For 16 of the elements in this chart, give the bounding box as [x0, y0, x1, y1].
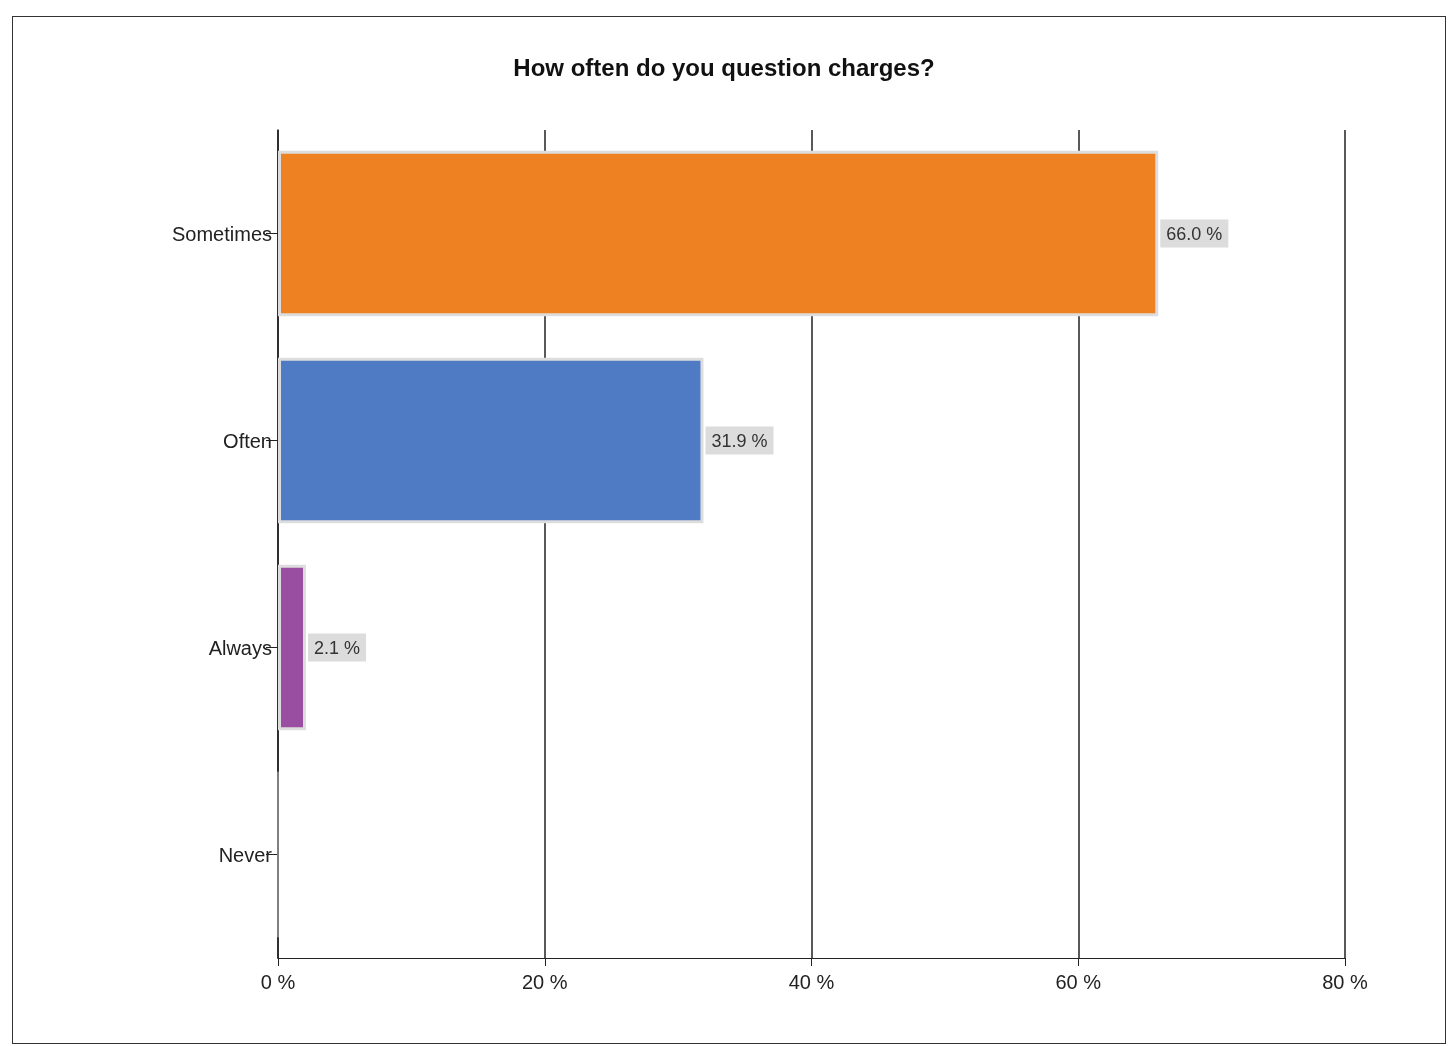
bar: [278, 357, 704, 524]
y-tick-label: Always: [208, 636, 272, 659]
data-label: 31.9 %: [711, 430, 768, 451]
x-tick-label: 20 %: [521, 971, 568, 993]
x-tick-label: 60 %: [1055, 971, 1102, 993]
x-tick-label: 80 %: [1322, 971, 1369, 993]
data-label: 2.1 %: [314, 637, 361, 658]
y-tick-label: Sometimes: [171, 222, 272, 245]
bar: [278, 150, 1159, 317]
chart-title: How often do you question charges?: [513, 53, 935, 81]
data-label: 66.0 %: [1166, 223, 1223, 244]
y-tick-label: Often: [223, 429, 272, 452]
x-tick-label: 0 %: [260, 971, 296, 993]
bar: [278, 564, 307, 731]
y-tick-label: Never: [218, 843, 273, 866]
x-tick-label: 40 %: [788, 971, 835, 993]
